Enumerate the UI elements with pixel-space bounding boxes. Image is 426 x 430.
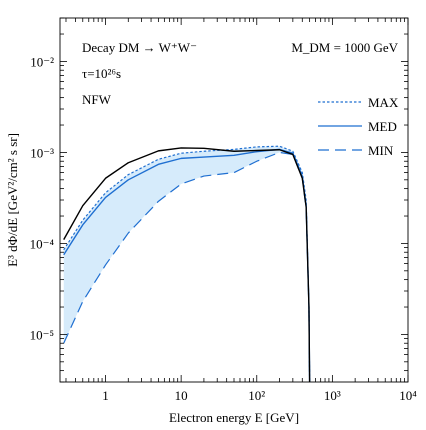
x-tick-label: 10 [175,388,188,403]
x-axis-label: Electron energy E [GeV] [169,410,299,425]
legend-min-label: MIN [368,143,394,158]
legend: MAX MED MIN [318,95,399,158]
x-tick-label: 1 [102,388,109,403]
profile-annotation: NFW [82,92,112,107]
series-reference-line [63,147,311,383]
uncertainty-band [63,146,310,382]
x-tick-label: 10² [248,388,265,403]
lifetime-annotation: τ=10²⁶s [82,66,121,81]
legend-med-label: MED [368,119,397,134]
x-tick-label: 10⁴ [399,388,417,403]
process-annotation: Decay DM → W⁺W⁻ [82,40,197,55]
y-tick-label: 10⁻⁴ [30,236,55,251]
ticks-layer: 1 10 10² 10³ 10⁴ 10⁻⁵ 10⁻⁴ 10⁻³ 10⁻² [30,17,417,403]
y-tick-label: 10⁻³ [30,145,54,160]
y-tick-label: 10⁻⁵ [30,327,54,342]
uncertainty-band-layer [63,146,310,382]
x-tick-label: 10³ [324,388,341,403]
y-tick-label: 10⁻² [30,54,54,69]
legend-max-label: MAX [368,95,399,110]
y-axis-label: E³ dΦ/dE [GeV²/cm² s sr] [5,133,20,267]
series-layer [63,145,311,383]
mass-annotation: M_DM = 1000 GeV [291,40,398,55]
